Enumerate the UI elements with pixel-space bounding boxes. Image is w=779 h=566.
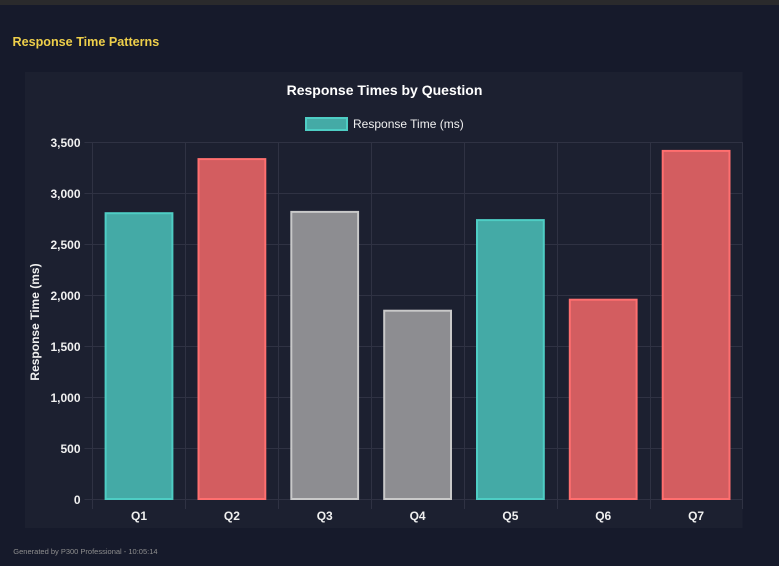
svg-text:Response Time Patterns: Response Time Patterns — [13, 35, 160, 49]
svg-text:Q2: Q2 — [224, 509, 240, 523]
svg-text:Response Times by Question: Response Times by Question — [287, 82, 483, 98]
svg-text:500: 500 — [60, 442, 80, 456]
svg-text:3,500: 3,500 — [50, 136, 80, 150]
svg-text:Q3: Q3 — [317, 509, 333, 523]
svg-text:2,000: 2,000 — [50, 289, 80, 303]
svg-text:Q4: Q4 — [410, 509, 426, 523]
svg-text:Q1: Q1 — [131, 509, 147, 523]
svg-text:Q7: Q7 — [688, 509, 704, 523]
svg-text:1,000: 1,000 — [50, 391, 80, 405]
svg-text:Response Time (ms): Response Time (ms) — [28, 263, 42, 380]
svg-text:1,500: 1,500 — [50, 340, 80, 354]
svg-text:Generated by P300 Professional: Generated by P300 Professional - 10:05:1… — [13, 547, 157, 556]
svg-text:Q6: Q6 — [595, 509, 611, 523]
svg-text:Q5: Q5 — [502, 509, 518, 523]
svg-text:0: 0 — [74, 493, 81, 507]
svg-text:3,000: 3,000 — [50, 187, 80, 201]
svg-text:Response Time (ms): Response Time (ms) — [353, 117, 464, 131]
svg-text:2,500: 2,500 — [50, 238, 80, 252]
